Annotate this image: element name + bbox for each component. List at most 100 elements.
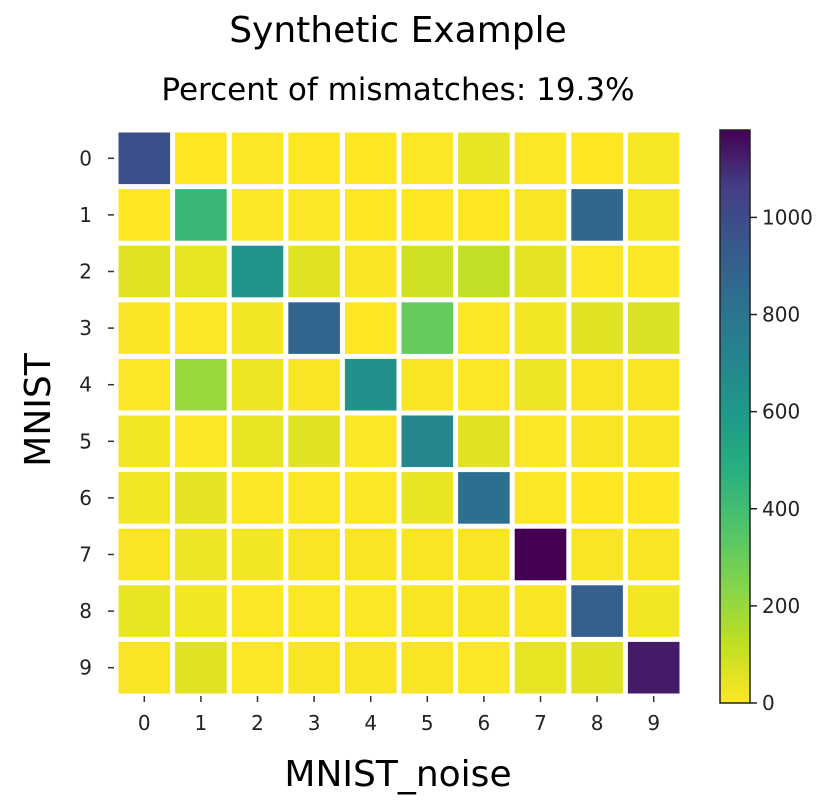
heatmap-cell-1-7 [514,189,567,241]
y-tick-label: 4 [79,373,92,397]
heatmap-cell-4-0 [118,358,171,411]
x-tick-label: 9 [647,711,660,735]
heatmap-cell-4-5 [401,358,454,411]
heatmap-cell-1-6 [458,189,510,241]
heatmap-cell-7-6 [458,528,510,581]
heatmap-cell-5-3 [288,415,340,468]
x-tick-labels: 0 1 2 3 4 5 6 7 8 9 [138,696,660,735]
heatmap-cell-8-2 [231,585,284,637]
heatmap-cell-0-0 [118,132,171,185]
heatmap-cell-6-1 [175,472,227,524]
heatmap-cell-0-1 [175,132,227,185]
x-tick-label: 3 [308,711,321,735]
heatmap-cell-3-2 [231,302,284,354]
heatmap-cell-0-9 [627,132,680,185]
heatmap-cell-4-2 [231,358,284,411]
heatmap-cell-5-2 [231,415,284,468]
heatmap-cell-8-9 [627,585,680,637]
heatmap-cell-9-7 [514,641,567,694]
heatmap-cell-2-7 [514,245,567,298]
heatmap-cell-0-8 [571,132,623,185]
heatmap-cell-4-9 [627,358,680,411]
heatmap-cell-7-7 [514,528,567,581]
heatmap-cell-2-9 [627,245,680,298]
y-tick-label: 6 [79,486,92,510]
heatmap-cell-0-2 [231,132,284,185]
heatmap-cell-7-1 [175,528,227,581]
heatmap-cell-6-2 [231,472,284,524]
x-tick-label: 5 [421,711,434,735]
heatmap-cell-3-3 [288,302,340,354]
heatmap-cell-9-2 [231,641,284,694]
heatmap-cell-0-5 [401,132,454,185]
heatmap-cell-6-7 [514,472,567,524]
heatmap-cell-1-8 [571,189,623,241]
heatmap-cell-6-0 [118,472,171,524]
x-axis-label: MNIST_noise [284,754,511,795]
heatmap-cell-2-0 [118,245,171,298]
heatmap-cell-1-4 [344,189,397,241]
colorbar-tick-label: 200 [762,594,800,618]
x-tick-label: 2 [251,711,264,735]
heatmap-cell-4-6 [458,358,510,411]
heatmap-cell-3-5 [401,302,454,354]
heatmap-cell-9-4 [344,641,397,694]
heatmap-cell-9-3 [288,641,340,694]
y-tick-labels: 0 1 2 3 4 5 6 7 8 9 [79,146,114,680]
chart-subtitle: Percent of mismatches: 19.3% [161,72,634,108]
heatmap-cell-4-3 [288,358,340,411]
heatmap-cell-3-6 [458,302,510,354]
heatmap-cell-3-7 [514,302,567,354]
y-tick-label: 2 [79,260,92,284]
heatmap-cell-5-1 [175,415,227,468]
heatmap-cell-3-4 [344,302,397,354]
y-tick-label: 8 [79,599,92,623]
heatmap-cell-1-1 [175,189,227,241]
heatmap-cell-0-4 [344,132,397,185]
x-tick-label: 0 [138,711,151,735]
heatmap-cell-0-7 [514,132,567,185]
heatmap-cell-2-8 [571,245,623,298]
heatmap-cell-2-6 [458,245,510,298]
heatmap-cell-3-8 [571,302,623,354]
heatmap-cell-8-7 [514,585,567,637]
heatmap-cell-4-4 [344,358,397,411]
heatmap-cell-9-8 [571,641,623,694]
heatmap-cell-9-0 [118,641,171,694]
heatmap-cell-0-6 [458,132,510,185]
heatmap-cell-7-5 [401,528,454,581]
heatmap-cell-6-8 [571,472,623,524]
heatmap-cell-1-9 [627,189,680,241]
heatmap-cell-9-9 [627,641,680,694]
heatmap-cell-6-4 [344,472,397,524]
heatmap-cell-9-1 [175,641,227,694]
heatmap-cell-1-5 [401,189,454,241]
heatmap-cell-3-0 [118,302,171,354]
heatmap-cell-2-2 [231,245,284,298]
heatmap-cell-7-3 [288,528,340,581]
heatmap-cell-2-4 [344,245,397,298]
y-tick-label: 7 [79,543,92,567]
heatmap-cell-7-0 [118,528,171,581]
heatmap-cell-9-6 [458,641,510,694]
heatmap-cell-2-3 [288,245,340,298]
heatmap-cell-1-0 [118,189,171,241]
heatmap-cell-4-7 [514,358,567,411]
heatmap-cell-8-8 [571,585,623,637]
heatmap-cell-1-2 [231,189,284,241]
heatmap-cell-5-4 [344,415,397,468]
heatmap-cell-8-6 [458,585,510,637]
heatmap-cell-5-6 [458,415,510,468]
heatmap-cell-2-1 [175,245,227,298]
heatmap-cell-5-5 [401,415,454,468]
heatmap-cell-2-5 [401,245,454,298]
heatmap-cell-1-3 [288,189,340,241]
heatmap-cell-8-0 [118,585,171,637]
heatmap-cell-5-8 [571,415,623,468]
y-tick-label: 5 [79,429,92,453]
heatmap-cell-5-9 [627,415,680,468]
heatmap-cell-8-3 [288,585,340,637]
heatmap-cell-6-6 [458,472,510,524]
heatmap-cell-6-3 [288,472,340,524]
colorbar-tick-label: 600 [762,400,800,424]
